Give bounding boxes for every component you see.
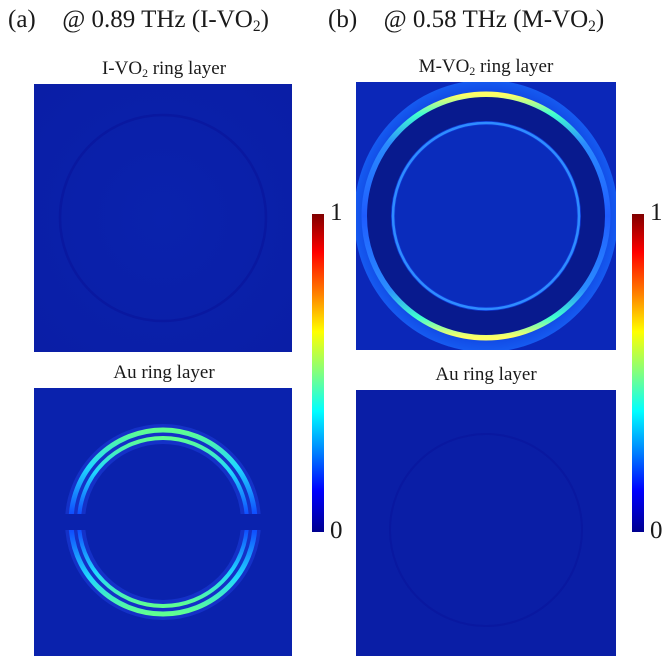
field-background [356,390,616,656]
panel-a-letter: (a) [8,6,36,33]
field-map-mvo2-ring [356,82,616,350]
panel-b-header: (b) @ 0.58 THz (M-VO2) [328,6,604,34]
map-title-ivo2-ring: I-VO2 ring layer [101,58,227,80]
ring-interior [395,125,577,307]
field-map-ivo2-ring [34,84,292,352]
colorbar-gradient [632,214,644,532]
colorbar-b-max-label: 1 [650,199,663,226]
panel-b-letter: (b) [328,6,358,33]
outer-ring-edge [361,91,611,341]
faint-ring-outline [389,433,583,627]
colorbar-a-max-label: 1 [330,199,343,226]
map-title-au-ring-a: Au ring layer [113,362,215,383]
ring-body [367,97,605,335]
field-map-au-ring-a [34,388,292,656]
map-title-mvo2-ring: M-VO2 ring layer [418,56,554,78]
colorbar-gradient [312,214,324,532]
field-background [34,84,292,352]
inner-ring-edge [391,121,581,311]
panel-a-condition: @ 0.89 THz (I-VO2) [62,6,269,35]
colorbar-b [632,214,644,532]
field-map-au-ring-b [356,390,616,656]
panel-b-condition: @ 0.58 THz (M-VO2) [383,6,605,35]
map-title-au-ring-b: Au ring layer [435,364,537,385]
colorbar-a [312,214,324,532]
panel-a-header: (a) @ 0.89 THz (I-VO2) [8,6,269,34]
colorbar-a-min-label: 0 [330,517,343,544]
colorbar-b-min-label: 0 [650,517,663,544]
ring-gap [64,514,264,530]
faint-ring-outline [58,113,268,323]
